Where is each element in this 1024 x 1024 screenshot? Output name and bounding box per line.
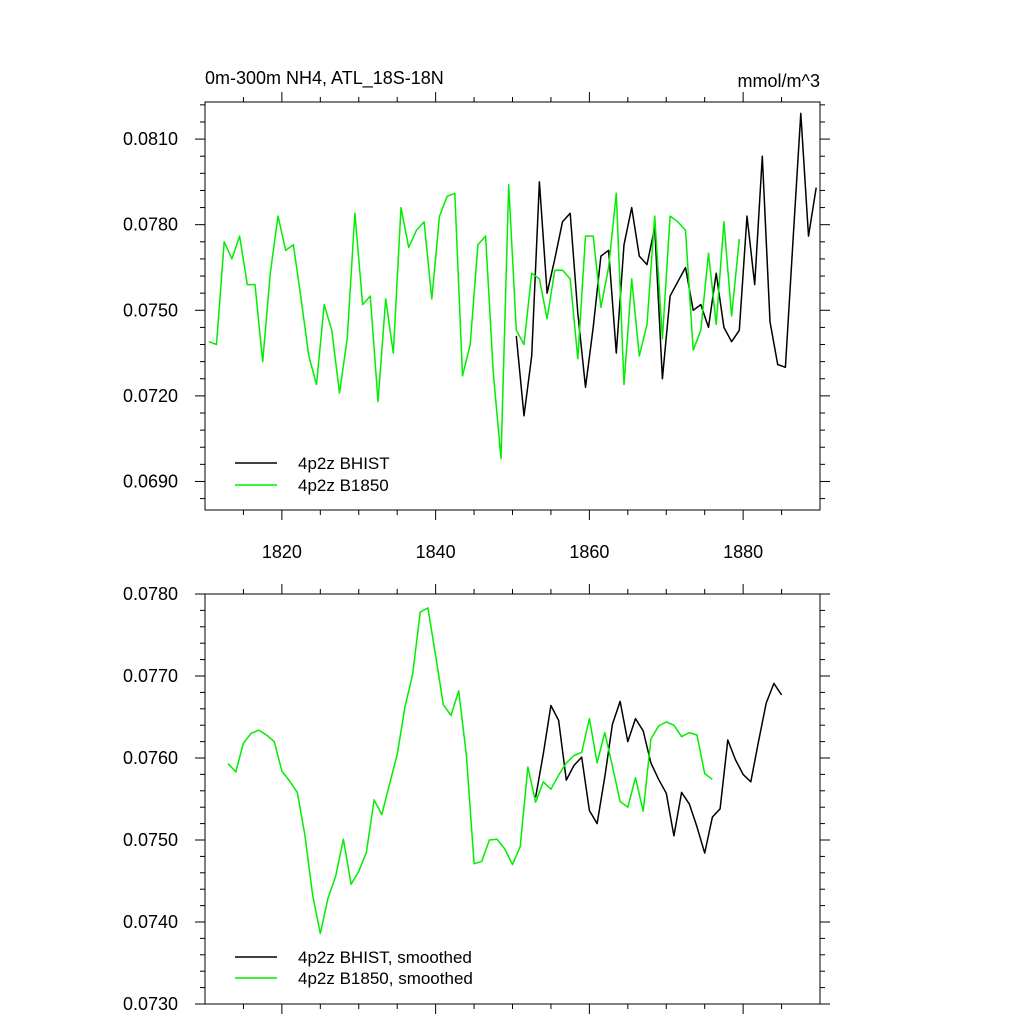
y-tick-label: 0.0750 — [123, 300, 178, 320]
y-tick-label: 0.0780 — [123, 215, 178, 235]
top-series-group — [208, 112, 817, 460]
bottom-series-group — [227, 607, 783, 935]
x-tick-label: 1880 — [723, 542, 763, 562]
y-tick-label: 0.0780 — [123, 584, 178, 604]
series-line-bhist — [515, 112, 817, 417]
legend-label: 4p2z BHIST — [298, 454, 390, 473]
top-panel: 0m-300m NH4, ATL_18S-18N mmol/m^3 1820 18… — [123, 68, 830, 562]
top-panel-units: mmol/m^3 — [738, 71, 820, 91]
top-legend: 4p2z BHIST 4p2z B1850 — [235, 454, 390, 495]
y-tick-label: 0.0750 — [123, 830, 178, 850]
legend-label: 4p2z B1850 — [298, 476, 389, 495]
top-axis-ticks: 1820 1840 1860 1880 0.0690 0.0720 0.0750 0.0780… — [123, 92, 830, 562]
bottom-panel: 0.0730 0.0740 0.0750 0.0760 0.0770 0.0780 4p2… — [123, 584, 830, 1014]
bottom-axis-ticks: 0.0730 0.0740 0.0750 0.0760 0.0770 0.0780 — [123, 584, 830, 1014]
series-line-b1850 — [208, 183, 741, 460]
x-tick-label: 1860 — [569, 542, 609, 562]
top-plot-frame — [204, 101, 821, 511]
legend-label: 4p2z BHIST, smoothed — [298, 948, 472, 967]
series-line-b1850 — [227, 607, 713, 935]
y-tick-label: 0.0720 — [123, 386, 178, 406]
y-tick-label: 0.0760 — [123, 748, 178, 768]
legend-label: 4p2z B1850, smoothed — [298, 969, 473, 988]
bottom-legend: 4p2z BHIST, smoothed 4p2z B1850, smoothed — [235, 948, 473, 988]
x-tick-label: 1840 — [416, 542, 456, 562]
series-line-bhist — [534, 682, 783, 854]
bottom-plot-frame — [204, 593, 821, 1005]
y-tick-label: 0.0810 — [123, 129, 178, 149]
x-tick-label: 1820 — [262, 542, 302, 562]
y-tick-label: 0.0730 — [123, 994, 178, 1014]
top-panel-title: 0m-300m NH4, ATL_18S-18N — [205, 68, 444, 89]
y-tick-label: 0.0690 — [123, 471, 178, 491]
y-tick-label: 0.0770 — [123, 666, 178, 686]
y-tick-label: 0.0740 — [123, 912, 178, 932]
